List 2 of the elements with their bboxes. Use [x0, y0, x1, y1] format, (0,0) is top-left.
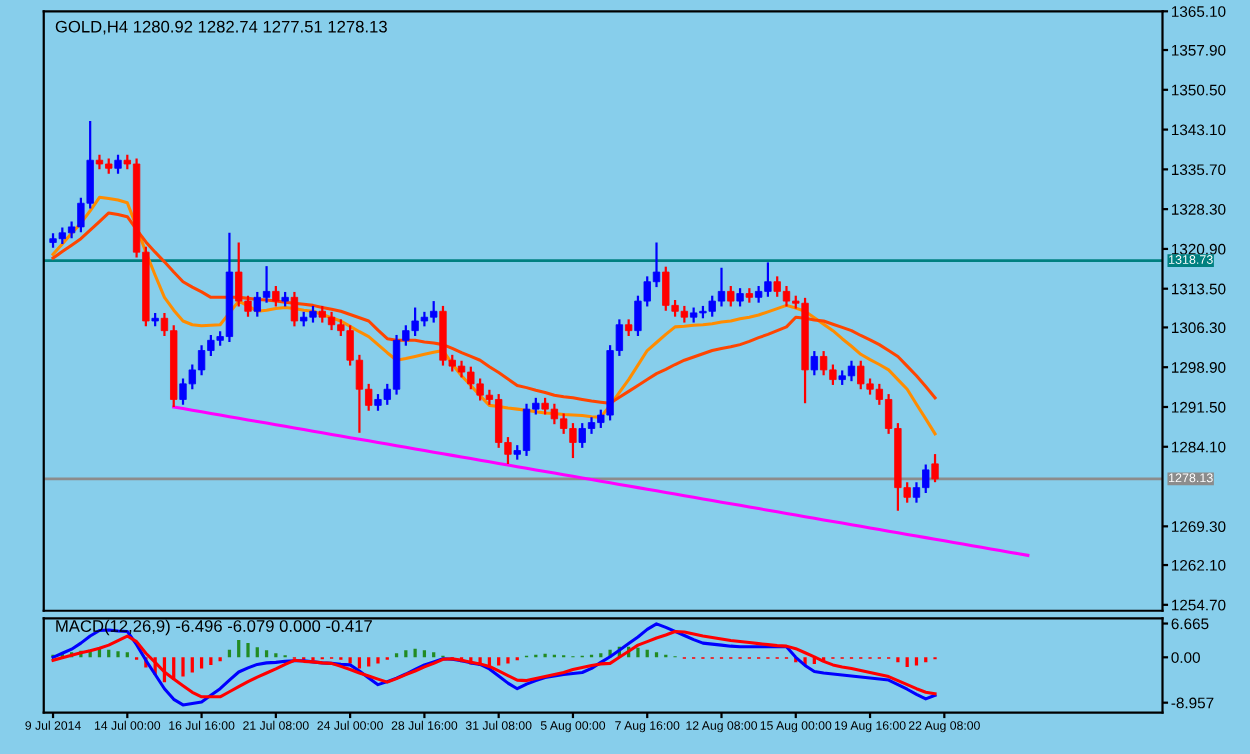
chart-title: GOLD,H4 1280.92 1282.74 1277.51 1278.13: [55, 20, 387, 35]
chart-title: MACD(12,26,9) -6.496 -6.079 0.000 -0.417: [56, 619, 372, 636]
